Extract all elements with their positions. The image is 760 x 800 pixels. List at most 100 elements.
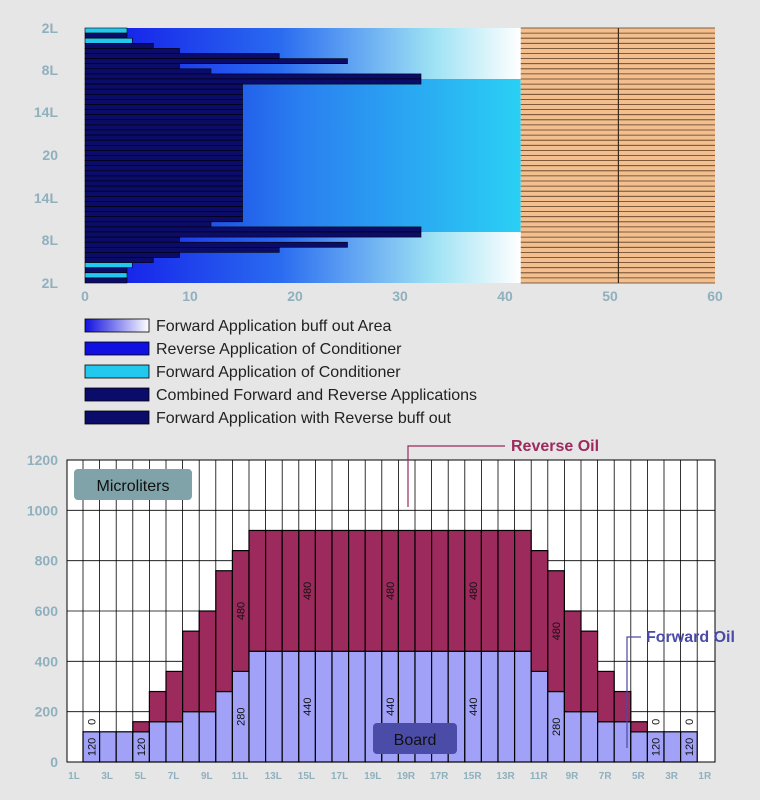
forward-value-label: 120 xyxy=(684,738,696,756)
top-row-bar xyxy=(84,94,243,100)
top-row-bar xyxy=(84,88,243,95)
top-row-bar xyxy=(84,68,212,75)
top-row-bar xyxy=(84,73,422,80)
top-row-bar xyxy=(84,104,243,110)
bottom-x-tick-label: 11L xyxy=(232,771,249,782)
bottom-x-tick-label: 17L xyxy=(331,771,348,782)
reverse-oil-bar xyxy=(431,529,449,652)
bottom-y-tick-label: 1200 xyxy=(27,452,58,468)
bottom-bars xyxy=(82,529,698,763)
top-chart: 0 10 20 30 40 50 60 2L 8L 14L 20 14L 8L 2L xyxy=(34,20,723,304)
top-x-tick-label: 10 xyxy=(182,288,198,304)
forward-oil-bar xyxy=(314,650,333,763)
reverse-oil-bar xyxy=(148,690,167,723)
forward-oil-bar xyxy=(663,731,682,763)
top-y-tick-label: 20 xyxy=(42,147,58,163)
bottom-segment-labels: 120 120 280 440 440 440 280 120 120 0 480 480 480 480… xyxy=(86,582,696,756)
forward-oil-bar xyxy=(679,731,698,763)
bottom-y-ticks: 0 200 400 600 800 1000 1200 xyxy=(27,452,58,770)
bottom-x-tick-label: 13L xyxy=(265,771,282,782)
top-y-tick-label: 8L xyxy=(42,62,59,78)
legend-swatch xyxy=(84,318,150,333)
top-row-bar xyxy=(84,27,128,34)
reverse-oil-bar xyxy=(248,529,267,652)
top-y-tick-label: 2L xyxy=(42,20,59,36)
forward-oil-bar xyxy=(165,721,184,763)
top-y-tick-label: 8L xyxy=(42,232,59,248)
bottom-x-tick-label: 3L xyxy=(101,771,113,782)
reverse-value-label: 0 xyxy=(684,719,696,725)
reverse-oil-bar xyxy=(314,529,333,652)
top-row-bar xyxy=(84,32,128,39)
top-y-tick-label: 14L xyxy=(34,104,59,120)
bottom-x-tick-label: 17R xyxy=(430,771,449,782)
forward-oil-label: Forward Oil xyxy=(646,629,735,646)
legend-swatch xyxy=(84,387,150,402)
bottom-y-tick-label: 1000 xyxy=(27,502,58,518)
board-label: Board xyxy=(394,732,437,749)
legend-label: Forward Application with Reverse buff ou… xyxy=(156,410,452,427)
top-peach-region xyxy=(520,27,715,284)
forward-oil-bar xyxy=(497,650,516,763)
forward-oil-bar xyxy=(198,711,217,763)
bottom-x-tick-label: 9L xyxy=(201,771,213,782)
bottom-x-tick-label: 7R xyxy=(599,771,613,782)
top-row-bar xyxy=(84,124,243,131)
legend-swatch xyxy=(84,341,150,356)
legend-swatch xyxy=(84,410,150,425)
top-x-tick-label: 30 xyxy=(392,288,408,304)
forward-value-label: 120 xyxy=(651,738,663,756)
top-row-bar xyxy=(84,53,280,59)
top-x-tick-label: 0 xyxy=(81,288,89,304)
forward-oil-bar xyxy=(248,650,267,763)
bottom-x-tick-label: 19R xyxy=(397,771,416,782)
forward-oil-bar xyxy=(563,711,582,763)
top-row-bar xyxy=(84,165,243,172)
reverse-oil-bar xyxy=(281,529,300,652)
reverse-oil-bar xyxy=(530,549,549,672)
top-row-bar xyxy=(84,119,243,126)
reverse-oil-bar xyxy=(563,610,582,713)
top-row-bar xyxy=(84,83,243,90)
top-y-tick-label: 14L xyxy=(34,190,59,206)
legend-swatch xyxy=(84,364,150,379)
board-box xyxy=(373,723,457,754)
reverse-value-label: 480 xyxy=(385,582,397,600)
units-box xyxy=(74,469,192,500)
reverse-oil-bar xyxy=(397,529,416,652)
reverse-oil-bar xyxy=(630,721,648,733)
forward-oil-bar xyxy=(480,650,499,763)
top-row-bar xyxy=(84,155,243,161)
top-row-bar xyxy=(84,180,243,187)
top-row-bar xyxy=(84,190,243,197)
top-row-bar xyxy=(84,241,348,248)
forward-value-label: 280 xyxy=(551,718,563,736)
top-row-bar xyxy=(84,109,243,115)
bottom-x-tick-label: 1L xyxy=(68,771,80,782)
forward-value-label: 440 xyxy=(302,697,314,715)
top-y-ticks: 2L 8L 14L 20 14L 8L 2L xyxy=(34,20,59,291)
bottom-y-tick-label: 0 xyxy=(50,754,58,770)
top-row-bar xyxy=(84,42,154,49)
forward-oil-bar xyxy=(98,731,117,763)
forward-oil-bar xyxy=(630,731,648,763)
forward-value-label: 440 xyxy=(468,697,480,715)
bottom-x-tick-label: 9R xyxy=(566,771,580,782)
top-row-bar xyxy=(84,211,243,218)
legend-label: Reverse Application of Conditioner xyxy=(156,341,402,358)
top-row-bar xyxy=(84,145,243,151)
forward-oil-bar xyxy=(148,721,167,763)
top-row-bar xyxy=(84,262,133,269)
bottom-x-tick-label: 13R xyxy=(496,771,515,782)
legend: Forward Application buff out Area Reverse… xyxy=(84,318,477,427)
bottom-x-tick-label: 3R xyxy=(665,771,679,782)
top-row-bar xyxy=(84,267,128,274)
units-label: Microliters xyxy=(97,478,170,495)
top-row-bar xyxy=(84,37,133,44)
top-row-bar xyxy=(84,134,243,141)
forward-oil-bar xyxy=(530,670,549,763)
top-row-bar xyxy=(84,216,243,223)
bottom-x-tick-label: 11R xyxy=(530,771,549,782)
top-row-bar xyxy=(84,272,128,279)
